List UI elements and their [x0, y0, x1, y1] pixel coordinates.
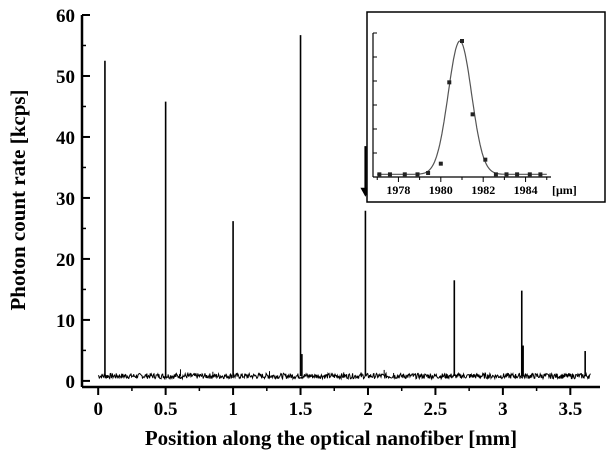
y-tick-label: 40 [56, 128, 75, 149]
inset-data-point [447, 80, 452, 85]
inset-panel: 1978 1980 1982 1984 [μm] [366, 11, 606, 203]
x-axis-title: Position along the optical nanofiber [mm… [145, 426, 517, 450]
x-tick-label: 0 [93, 399, 103, 420]
main-trace [97, 35, 591, 381]
y-axis-title: Photon count rate [kcps] [6, 89, 30, 310]
inset-data-point [426, 171, 431, 175]
inset-data-point [538, 172, 543, 177]
inset-frame [366, 11, 606, 203]
x-tick-label: 3 [498, 399, 508, 420]
x-tick-label: 0.5 [154, 399, 178, 420]
inset-x-tick-label: 1980 [429, 183, 453, 197]
inset-x-tick-label: 1984 [514, 183, 538, 197]
x-tick-label: 1.5 [289, 399, 313, 420]
x-tick-label: 3.5 [558, 399, 582, 420]
inset-x-unit-label: [μm] [552, 183, 577, 197]
inset-data-point [387, 172, 392, 177]
noise-baseline [97, 371, 591, 381]
inset-x-tick-label: 1978 [386, 183, 410, 197]
y-tick-label: 60 [56, 6, 75, 27]
x-tick-label: 2.5 [424, 399, 448, 420]
inset-data-point [460, 39, 464, 43]
y-tick-label: 0 [66, 372, 76, 393]
main-axes [80, 15, 600, 389]
x-tick-label: 2 [363, 399, 373, 420]
main-ticks: 0 10 20 30 40 50 60 0 0.5 1 1.5 2 2.5 3 3.5 [56, 6, 582, 420]
x-tick-label: 1 [228, 399, 238, 420]
inset-data-point [415, 172, 420, 177]
y-tick-label: 30 [56, 189, 75, 210]
inset-data-point [493, 172, 498, 177]
y-tick-label: 50 [56, 67, 75, 88]
inset-data-point [483, 157, 488, 162]
inset-data-point [377, 172, 382, 177]
y-tick-label: 20 [56, 250, 75, 271]
inset-data-point [515, 172, 520, 177]
y-tick-label: 10 [56, 311, 75, 332]
inset-data-point [504, 172, 509, 177]
inset-data-point [470, 112, 475, 117]
inset-x-tick-label: 1982 [471, 183, 495, 197]
inset-data-point [438, 161, 443, 166]
inset-data-point [527, 172, 532, 177]
inset-data-point [402, 172, 407, 177]
